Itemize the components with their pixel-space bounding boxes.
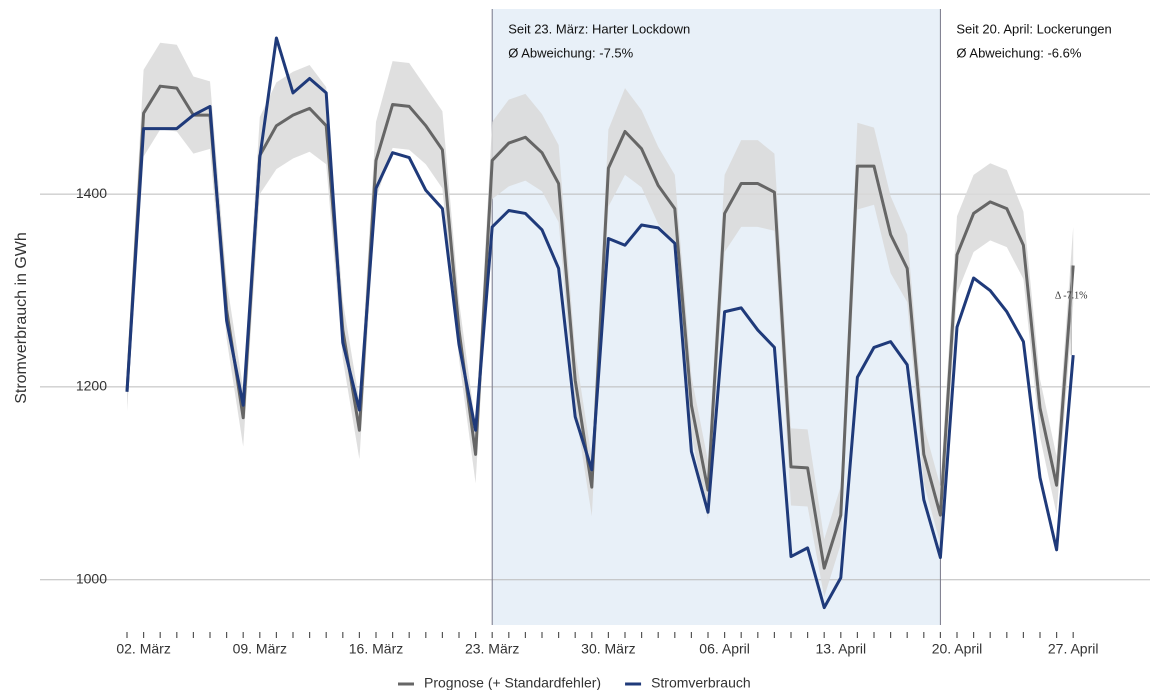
series-line [125,36,1075,610]
legend: Prognose (+ Standardfehler) Stromverbrauc… [398,675,751,690]
region-shade [492,9,941,625]
delta-label: Δ -7.1% [1055,291,1088,302]
y-tick-label: 1000 [76,570,107,586]
x-tick-label: 09. März [233,641,287,657]
x-tick-label: 02. März [116,641,170,657]
x-tick-label: 06. April [699,641,750,657]
region-label: Ø Abweichung: -7.5% [508,45,633,60]
x-tick-label: 13. April [816,641,867,657]
x-tick-label: 16. März [349,641,403,657]
x-tick-label: 27. April [1048,641,1099,657]
y-tick-label: 1200 [76,378,107,394]
legend-label: Stromverbrauch [651,675,751,690]
legend-label: Prognose (+ Standardfehler) [424,675,601,690]
x-tick-label: 20. April [932,641,983,657]
region-label: Seit 23. März: Harter Lockdown [508,21,690,36]
series-line [125,84,1075,570]
x-tick-label: 23. März [465,641,519,657]
x-tick-label: 30. März [581,641,635,657]
region-label: Seit 20. April: Lockerungen [956,21,1111,36]
y-axis-label: Stromverbrauch in GWh [13,232,30,404]
region-label: Ø Abweichung: -6.6% [956,45,1081,60]
y-tick-label: 1400 [76,185,107,201]
